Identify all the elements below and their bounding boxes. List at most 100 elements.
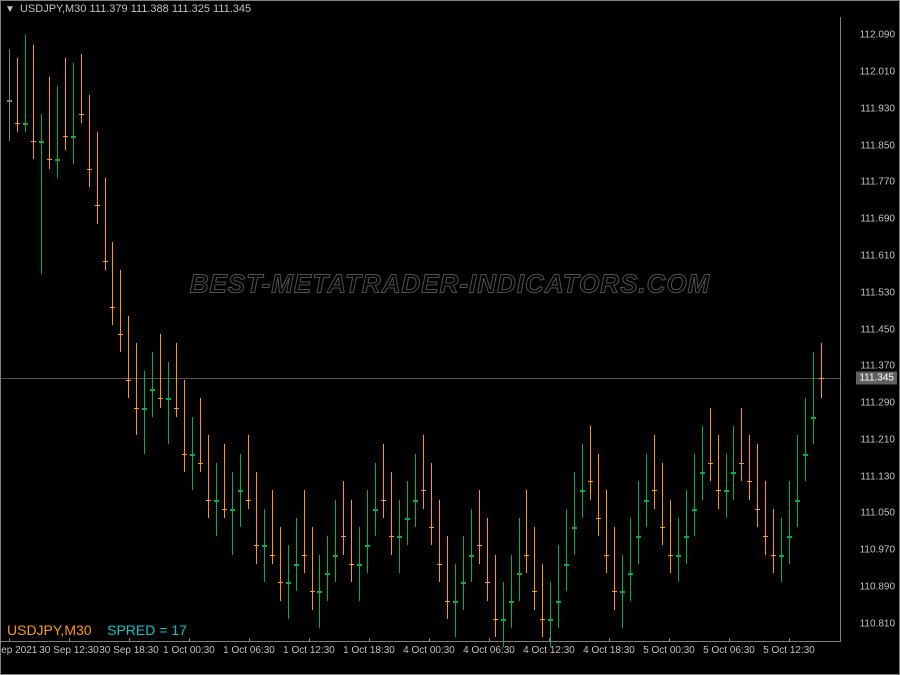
candle <box>110 17 115 642</box>
x-axis-label: 4 Oct 18:30 <box>583 645 635 656</box>
candle <box>302 17 307 642</box>
candle <box>771 17 776 642</box>
candle <box>134 17 139 642</box>
x-axis-label: 4 Oct 06:30 <box>463 645 515 656</box>
y-axis-label: 110.810 <box>860 618 895 629</box>
candle <box>524 17 529 642</box>
y-axis-label: 111.130 <box>860 471 895 482</box>
candle <box>310 17 315 642</box>
candle <box>79 17 84 642</box>
candle <box>118 17 123 642</box>
candle <box>676 17 681 642</box>
title-ohlc: 111.379 111.388 111.325 111.345 <box>89 3 251 15</box>
candle <box>278 17 283 642</box>
x-axis-label: 1 Oct 18:30 <box>343 645 395 656</box>
candle <box>532 17 537 642</box>
candle <box>747 17 752 642</box>
candle <box>540 17 545 642</box>
y-axis-label: 110.890 <box>860 581 895 592</box>
candle <box>325 17 330 642</box>
candle <box>596 17 601 642</box>
y-axis-label: 111.930 <box>860 103 895 114</box>
candle <box>477 17 482 642</box>
y-axis-label: 111.530 <box>860 287 895 298</box>
candle <box>668 17 673 642</box>
candle <box>437 17 442 642</box>
x-axis-label: 1 Oct 06:30 <box>223 645 275 656</box>
candle <box>636 17 641 642</box>
candle <box>453 17 458 642</box>
candle <box>254 17 259 642</box>
candle <box>612 17 617 642</box>
y-axis: 112.090112.010111.930111.850111.770111.6… <box>841 17 899 642</box>
candle <box>389 17 394 642</box>
candle <box>95 17 100 642</box>
candle <box>763 17 768 642</box>
y-axis-label: 111.770 <box>860 177 895 188</box>
x-axis: 30 Sep 202130 Sep 12:3030 Sep 18:301 Oct… <box>1 640 841 674</box>
candle <box>39 17 44 642</box>
candle <box>485 17 490 642</box>
candle <box>7 17 12 642</box>
candle <box>103 17 108 642</box>
x-axis-label: 1 Oct 12:30 <box>283 645 335 656</box>
candle <box>206 17 211 642</box>
candle <box>190 17 195 642</box>
dropdown-icon[interactable]: ▼ <box>5 4 15 15</box>
candle <box>317 17 322 642</box>
x-axis-label: 1 Oct 00:30 <box>163 645 215 656</box>
candle <box>580 17 585 642</box>
candle <box>294 17 299 642</box>
candle <box>23 17 28 642</box>
candle <box>413 17 418 642</box>
candle <box>803 17 808 642</box>
bottom-symbol: USDJPY,M30 <box>7 622 92 638</box>
candle <box>509 17 514 642</box>
candle <box>604 17 609 642</box>
candle <box>501 17 506 642</box>
candle <box>739 17 744 642</box>
candle <box>517 17 522 642</box>
candle <box>708 17 713 642</box>
candle <box>333 17 338 642</box>
x-axis-label: 30 Sep 18:30 <box>99 645 159 656</box>
candle <box>731 17 736 642</box>
x-axis-label: 4 Oct 12:30 <box>523 645 575 656</box>
candle <box>421 17 426 642</box>
y-axis-label: 111.850 <box>860 140 895 151</box>
y-axis-label: 111.610 <box>860 250 895 261</box>
chart-window: ▼ USDJPY,M30 111.379 111.388 111.325 111… <box>0 0 900 675</box>
candle <box>150 17 155 642</box>
candle <box>795 17 800 642</box>
candle <box>716 17 721 642</box>
y-axis-label: 111.370 <box>860 361 895 372</box>
candle <box>238 17 243 642</box>
y-axis-label: 111.210 <box>860 434 895 445</box>
candle <box>222 17 227 642</box>
candle <box>819 17 824 642</box>
candle <box>429 17 434 642</box>
x-axis-label: 5 Oct 12:30 <box>763 645 815 656</box>
bottom-spread: SPRED = 17 <box>107 622 187 638</box>
candle <box>182 17 187 642</box>
candle <box>588 17 593 642</box>
candle <box>349 17 354 642</box>
candle <box>246 17 251 642</box>
candle <box>55 17 60 642</box>
candle <box>684 17 689 642</box>
candle <box>644 17 649 642</box>
candle <box>724 17 729 642</box>
x-axis-label: 30 Sep 2021 <box>0 645 37 656</box>
plot-area[interactable] <box>1 17 841 642</box>
y-axis-label: 110.970 <box>860 545 895 556</box>
candle <box>397 17 402 642</box>
title-symbol: USDJPY,M30 <box>20 3 86 15</box>
candle <box>31 17 36 642</box>
y-axis-label: 111.050 <box>860 508 895 519</box>
candle <box>158 17 163 642</box>
candle <box>564 17 569 642</box>
candle <box>214 17 219 642</box>
candle <box>166 17 171 642</box>
candle <box>142 17 147 642</box>
x-axis-label: 5 Oct 06:30 <box>703 645 755 656</box>
